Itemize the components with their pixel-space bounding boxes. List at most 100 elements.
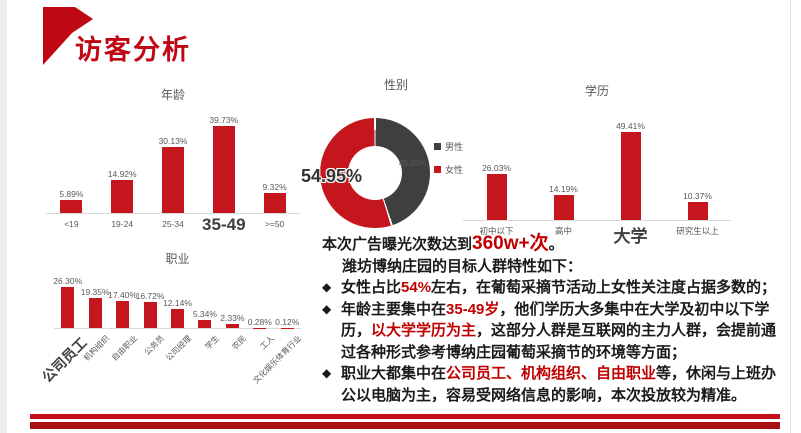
x-axis-slot: 学生 (191, 329, 221, 397)
bar (620, 132, 641, 220)
bar (280, 327, 294, 328)
bar (116, 300, 130, 328)
bar-value-label: 19.35% (80, 286, 110, 297)
gender-donut (320, 118, 430, 228)
highlighted-text: 公司员工、机构组织、自由职业 (446, 365, 657, 382)
bar (61, 286, 75, 328)
x-axis-label: 25-34 (162, 219, 184, 229)
legend-label: 男性 (445, 142, 464, 152)
x-axis-slot: 高中 (530, 221, 597, 247)
bar-value-label: 10.37% (683, 190, 712, 201)
bar (60, 200, 83, 213)
bar (198, 319, 212, 328)
x-axis-label: 研究生以上 (676, 226, 719, 236)
x-axis-slot: 初中以下 (463, 221, 530, 247)
age-chart-axis: <19 19-24 25-34 35-49 >=50 (46, 214, 300, 235)
x-axis-slot: 文化娱乐体育行业 (252, 329, 304, 397)
bar-value-label: 14.19% (549, 183, 578, 194)
diamond-bullet-icon: ◆ (322, 301, 332, 316)
x-axis-slot: 35-49 (198, 214, 249, 235)
lead-paragraph: 潍坊博纳庄园的目标人群特性如下： (322, 256, 786, 278)
bar-value-label: 30.13% (158, 135, 188, 146)
body-text: 等，休闲与上班办公以电脑为主，容易受网络信息的影响，本次投放较为精准。 (341, 365, 777, 404)
occupation-chart-title: 职业 (165, 252, 190, 266)
age-chart-title: 年龄 (160, 88, 185, 102)
bar (88, 297, 102, 328)
bullet-paragraph: ◆ 年龄主要集中在35-49岁，他们学历大多集中在大学及初中以下学历，以大学学历为… (322, 299, 786, 364)
bar-group: 17.40% (108, 289, 138, 328)
bar-value-label: 5.34% (192, 308, 217, 319)
bar (687, 201, 708, 220)
x-axis-label: 初中以下 (479, 226, 514, 236)
bar (161, 146, 184, 213)
male-share-label: 45.05% (399, 159, 427, 168)
body-text: 本次广告曝光次数达到 (322, 236, 473, 253)
bar (253, 327, 267, 328)
x-axis-label: 公司经理 (164, 333, 194, 363)
occupation-chart-axis: 公司员工 机构组织 自由职业 公务员 公司经理 学生 农民 工人 文化娱乐体育行业 (39, 329, 304, 397)
age-chart: 年龄 5.89% 14.92% 30.13% 39.73% 9.32% <19 19-24… (46, 88, 300, 235)
highlighted-text: 35-49岁 (446, 300, 500, 318)
bar-group: 30.13% (148, 136, 199, 213)
body-text: ，他们学历大多集中在大学及初中以下学历， (341, 300, 770, 340)
x-axis-label: 19-24 (111, 219, 134, 229)
bar-value-label: 0.28% (247, 316, 272, 327)
bar (263, 192, 286, 213)
banner-ribbon-icon (43, 7, 93, 65)
footer-stripe-thick (30, 422, 780, 429)
age-chart-plot: 5.89% 14.92% 30.13% 39.73% 9.32% (46, 102, 300, 214)
x-axis-slot: <19 (46, 214, 97, 235)
female-legend-swatch-icon (434, 166, 441, 173)
diamond-bullet-icon: ◆ (322, 366, 332, 380)
bar-value-label: 16.72% (135, 290, 165, 301)
legend-item-female: 女性 (434, 163, 463, 176)
highlighted-text: 以大学学历为主 (371, 322, 477, 339)
x-axis-slot: 大学 (597, 221, 664, 247)
diamond-bullet-icon: ◆ (322, 280, 332, 294)
body-text: 年龄主要集中在 (341, 300, 447, 318)
bar-group: 5.89% (46, 189, 97, 213)
footer-stripe-thin (30, 414, 780, 419)
bar-value-label: 0.12% (275, 316, 300, 327)
education-chart: 学历 26.03% 14.19% 49.41% 10.37% 初中以下 高中 大学 研究生以… (463, 84, 731, 247)
bar-group: 39.73% (198, 115, 249, 213)
bar-value-label: 5.89% (59, 189, 84, 200)
slide-left-edge (0, 0, 7, 433)
male-legend-swatch-icon (434, 143, 441, 150)
highlighted-text: 360w+次 (472, 233, 549, 254)
bar-group: 49.41% (597, 121, 664, 220)
body-text: 职业大都集中在 (341, 365, 447, 382)
bar (111, 180, 134, 213)
x-axis-slot: 研究生以上 (664, 221, 731, 247)
body-text: 潍坊博纳庄园的目标人群特性如下： (342, 257, 583, 275)
bar-group: 14.19% (530, 184, 597, 220)
bar-value-label: 9.32% (262, 181, 287, 192)
x-axis-label: 机构组织 (82, 333, 112, 363)
bar-value-label: 2.33% (220, 313, 245, 324)
bar-group: 5.34% (191, 309, 218, 328)
x-axis-slot: 公司经理 (164, 329, 194, 397)
occupation-chart-plot: 26.30% 19.35% 17.40% 16.72% 12.14% 5.34% 2.33%… (53, 266, 301, 329)
bar-value-label: 49.41% (616, 121, 645, 132)
bar-value-label: 39.73% (209, 114, 239, 125)
bar-group: 10.37% (664, 191, 731, 220)
bar-value-label: 17.40% (108, 289, 138, 300)
bar-group: 19.35% (80, 286, 110, 328)
x-axis-slot: 公务员 (136, 329, 166, 397)
legend-label: 女性 (445, 165, 464, 175)
bar-group: 9.32% (249, 181, 300, 213)
body-text: ，这部分人群是互联网的主力人群，会提前通过各种形式参考博纳庄园葡萄采摘节的环境等… (341, 322, 777, 361)
education-chart-title: 学历 (584, 84, 609, 98)
female-share-label: 54.95% (301, 166, 363, 186)
bar-group: 12.14% (163, 298, 192, 328)
slide-right-edge (790, 0, 791, 433)
gender-chart-title: 性别 (383, 78, 408, 92)
bullet-paragraph: ◆ 女性占比54%左右，在葡萄采摘节活动上女性关注度占据多数的； (322, 277, 786, 299)
bar-group: 26.30% (53, 276, 82, 328)
education-chart-axis: 初中以下 高中 大学 研究生以上 (463, 221, 731, 247)
bar-value-label: 14.92% (107, 169, 137, 180)
x-axis-slot: 自由职业 (109, 329, 139, 397)
x-axis-slot: >=50 (249, 214, 300, 235)
bar-group: 14.92% (97, 169, 148, 213)
